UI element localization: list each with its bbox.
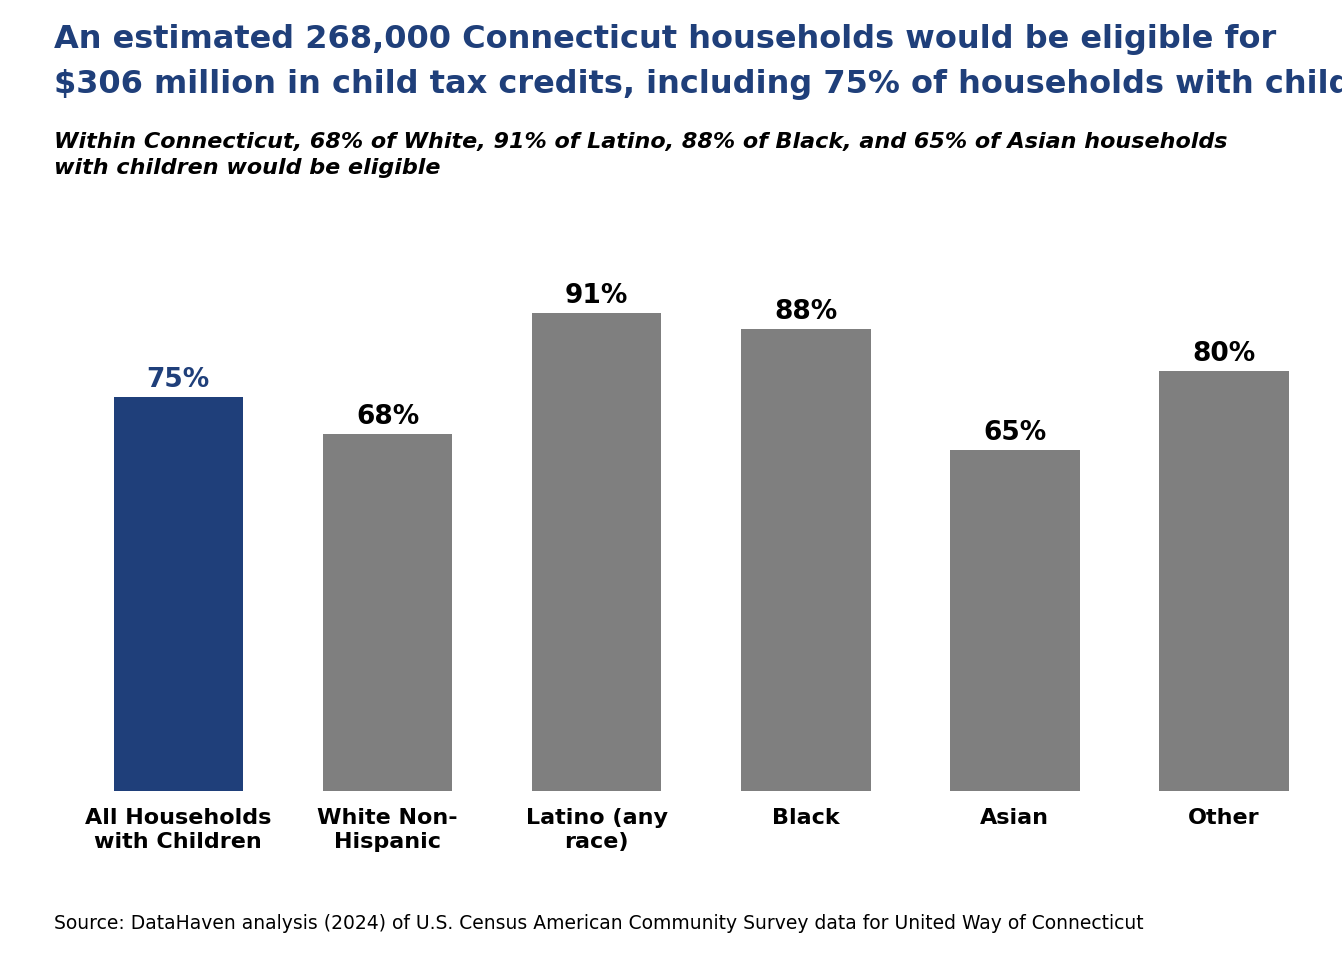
Text: 91%: 91% [565, 283, 628, 309]
Bar [1159, 372, 1288, 791]
Text: $306 million in child tax credits, including 75% of households with children: $306 million in child tax credits, inclu… [54, 69, 1342, 99]
Bar [741, 330, 871, 791]
Bar [531, 314, 662, 791]
Text: 88%: 88% [774, 298, 837, 324]
Bar [114, 397, 243, 791]
Bar [322, 435, 452, 791]
Text: 68%: 68% [356, 403, 419, 429]
Text: An estimated 268,000 Connecticut households would be eligible for: An estimated 268,000 Connecticut househo… [54, 24, 1276, 54]
Text: Source: DataHaven analysis (2024) of U.S. Census American Community Survey data : Source: DataHaven analysis (2024) of U.S… [54, 913, 1143, 932]
Text: 80%: 80% [1193, 340, 1256, 366]
Bar [950, 450, 1080, 791]
Text: Within Connecticut, 68% of White, 91% of Latino, 88% of Black, and 65% of Asian : Within Connecticut, 68% of White, 91% of… [54, 132, 1227, 178]
Text: 75%: 75% [146, 367, 209, 393]
Text: 65%: 65% [984, 419, 1047, 445]
